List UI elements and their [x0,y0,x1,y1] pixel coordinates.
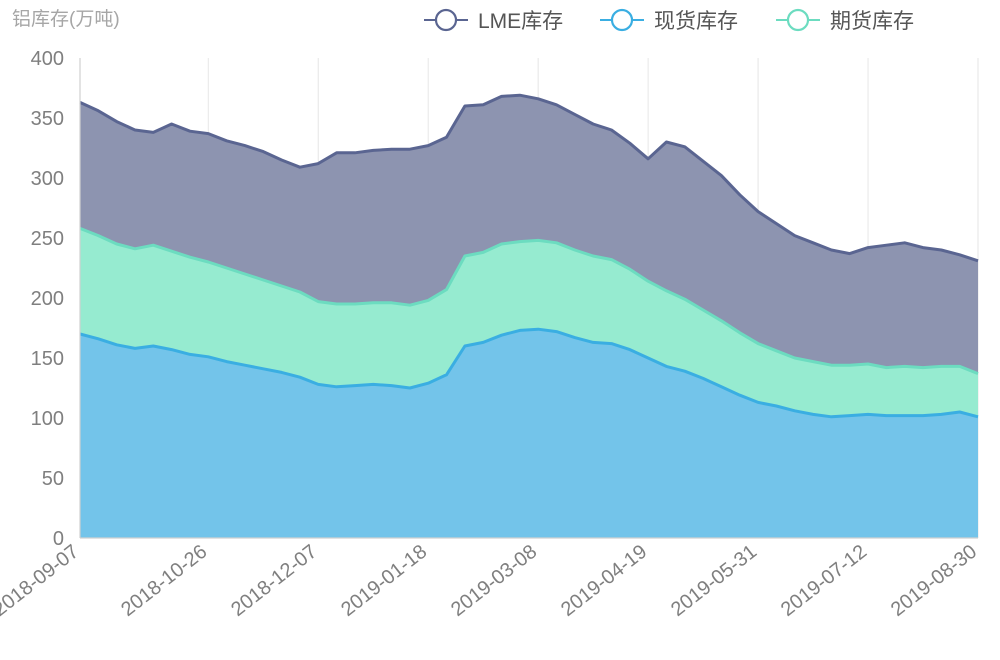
y-tick-label-4: 200 [31,288,64,310]
x-tick-label-8: 2019-08-30 [887,541,981,621]
legend[interactable]: LME库存 现货库存 期货库存 [424,8,914,33]
y-tick-label-0: 0 [53,528,64,550]
x-tick-label-7: 2019-07-12 [777,541,871,621]
line-series-0 [79,93,979,263]
y-ticks: 0 50 100 150 200 250 300 350 400 [31,48,64,550]
x-tick-label-5: 2019-04-19 [557,541,651,621]
x-tick-label-0: 2018-09-07 [0,541,83,621]
legend-marker-0 [434,8,458,32]
x-tick-label-2: 2018-12-07 [227,541,321,621]
plot-areas [80,95,978,538]
line-series-1 [79,327,979,419]
legend-item-1[interactable]: 现货库存 [600,8,738,33]
legend-item-0[interactable]: LME库存 [424,8,563,33]
plot-lines [79,93,979,419]
x-tick-label-6: 2019-05-31 [667,541,761,621]
y-tick-label-8: 400 [31,48,64,70]
x-tick-label-4: 2019-03-08 [447,541,541,621]
y-tick-label-3: 150 [31,348,64,370]
y-tick-label-1: 50 [42,468,64,490]
y-tick-label-7: 350 [31,108,64,130]
y-tick-label-6: 300 [31,168,64,190]
legend-label-1: 现货库存 [654,10,738,33]
legend-item-2[interactable]: 期货库存 [776,8,914,33]
axes [79,58,978,539]
x-ticks: 2018-09-07 2018-10-26 2018-12-07 2019-01-18… [0,541,981,621]
legend-label-2: 期货库存 [830,10,914,33]
y-tick-label-2: 100 [31,408,64,430]
legend-marker-1 [610,8,634,32]
x-tick-label-3: 2019-01-18 [337,541,431,621]
x-tick-label-1: 2018-10-26 [117,541,211,621]
area-series-1 [80,329,978,538]
y-tick-label-5: 250 [31,228,64,250]
legend-label-0: LME库存 [478,10,563,33]
legend-marker-2 [786,8,810,32]
line-series-2 [79,227,979,375]
y-axis-label: 铝库存(万吨) [12,8,120,30]
